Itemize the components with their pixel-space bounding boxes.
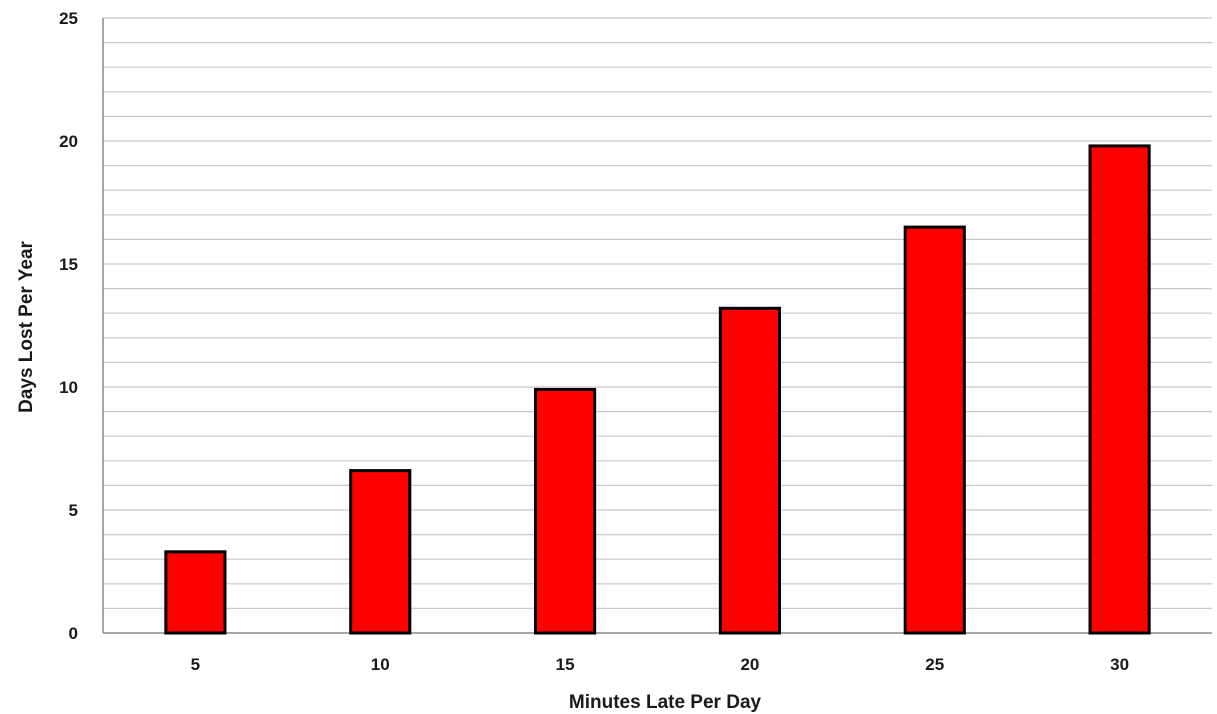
x-tick-label: 5	[191, 655, 200, 674]
y-axis-title: Days Lost Per Year	[16, 240, 37, 412]
y-tick-label: 5	[69, 501, 78, 520]
x-tick-label: 30	[1110, 655, 1129, 674]
x-tick-label: 15	[556, 655, 575, 674]
y-tick-labels: 0 5 10 15 20 25	[59, 9, 78, 643]
gridlines	[103, 18, 1212, 608]
x-tick-label: 10	[371, 655, 390, 674]
y-tick-label: 20	[59, 132, 78, 151]
y-tick-label: 0	[69, 624, 78, 643]
bar	[905, 227, 964, 633]
x-tick-label: 20	[740, 655, 759, 674]
x-tick-labels: 5 10 15 20 25 30	[191, 655, 1129, 674]
y-tick-label: 25	[59, 9, 78, 28]
y-tick-label: 10	[59, 378, 78, 397]
x-axis-title: Minutes Late Per Day	[569, 692, 762, 713]
bars	[166, 146, 1149, 633]
axes	[103, 18, 1212, 633]
bar	[536, 389, 595, 633]
x-tick-label: 25	[925, 655, 944, 674]
bar	[166, 552, 225, 633]
y-tick-label: 15	[59, 255, 78, 274]
bar	[351, 471, 410, 633]
bar	[1090, 146, 1149, 633]
bar	[720, 308, 779, 633]
